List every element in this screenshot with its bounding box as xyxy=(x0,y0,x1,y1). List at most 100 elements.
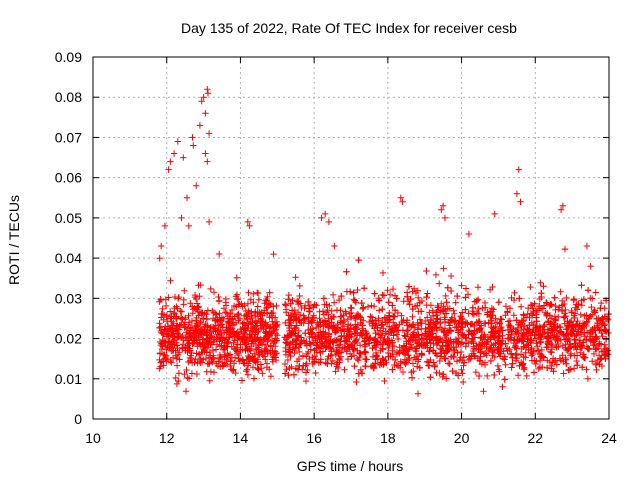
data-point xyxy=(425,321,433,328)
data-point xyxy=(584,345,591,352)
data-point xyxy=(189,310,196,317)
data-point xyxy=(230,366,237,373)
data-point xyxy=(462,306,469,313)
data-point xyxy=(416,364,423,371)
data-point xyxy=(341,366,348,373)
data-point xyxy=(250,357,258,364)
data-point xyxy=(172,347,179,354)
data-point xyxy=(163,313,170,321)
data-point xyxy=(243,367,250,375)
data-point xyxy=(241,302,248,309)
data-point xyxy=(241,312,248,319)
x-tick-label: 16 xyxy=(306,430,322,446)
data-point xyxy=(270,351,278,358)
data-point xyxy=(181,287,188,294)
data-point xyxy=(405,338,412,345)
data-point xyxy=(195,303,202,310)
data-point xyxy=(385,312,393,319)
data-point xyxy=(340,326,348,334)
data-point xyxy=(157,296,165,304)
data-point xyxy=(246,222,253,230)
data-point xyxy=(182,388,190,395)
data-point xyxy=(317,322,324,329)
x-tick-label: 10 xyxy=(85,430,101,446)
data-point xyxy=(168,359,175,366)
data-point xyxy=(513,345,520,352)
data-point xyxy=(368,314,376,321)
data-point xyxy=(327,337,334,344)
data-point xyxy=(366,335,373,342)
data-point xyxy=(213,311,220,318)
data-point xyxy=(444,284,451,291)
data-point xyxy=(481,359,489,366)
data-point xyxy=(196,122,204,129)
data-point xyxy=(355,256,362,264)
data-point xyxy=(381,314,389,321)
data-point xyxy=(184,374,191,381)
data-point xyxy=(242,326,249,333)
data-point xyxy=(156,350,164,357)
data-point xyxy=(336,355,343,363)
data-point xyxy=(399,198,406,205)
data-point xyxy=(442,355,449,362)
data-point xyxy=(217,335,224,342)
data-point xyxy=(171,304,178,312)
data-point xyxy=(514,337,521,344)
data-point xyxy=(265,333,272,341)
data-point xyxy=(505,335,513,343)
data-point xyxy=(286,341,293,348)
data-point xyxy=(362,341,369,348)
data-point xyxy=(198,98,205,105)
data-point xyxy=(171,293,179,301)
data-point xyxy=(158,329,165,336)
data-point xyxy=(346,350,354,357)
data-point xyxy=(581,312,588,320)
data-point xyxy=(250,375,258,382)
data-point xyxy=(545,338,553,345)
data-point xyxy=(173,342,180,349)
data-point xyxy=(530,308,537,316)
data-point xyxy=(307,340,315,348)
x-axis-label: GPS time / hours xyxy=(297,458,404,474)
data-point xyxy=(206,329,213,336)
data-point xyxy=(544,364,551,372)
data-point xyxy=(524,336,531,343)
data-point xyxy=(297,340,305,347)
data-point xyxy=(274,332,281,339)
data-point xyxy=(188,333,195,340)
data-point xyxy=(520,311,527,318)
data-point xyxy=(368,302,375,309)
data-point xyxy=(574,362,581,369)
data-point xyxy=(391,313,398,320)
data-point xyxy=(221,329,228,336)
data-point xyxy=(517,198,524,205)
data-point xyxy=(536,350,544,358)
data-point xyxy=(475,305,482,313)
data-point xyxy=(362,362,369,370)
data-point xyxy=(261,307,268,314)
data-point xyxy=(227,329,235,336)
data-point xyxy=(207,285,214,293)
data-point xyxy=(567,366,574,373)
data-point xyxy=(299,353,307,360)
data-point xyxy=(176,356,183,363)
data-point xyxy=(584,318,591,325)
data-point xyxy=(265,301,272,308)
data-point xyxy=(441,214,449,222)
data-point xyxy=(342,308,349,315)
data-point xyxy=(424,290,431,297)
data-point xyxy=(353,336,360,343)
data-point xyxy=(508,364,515,371)
data-point xyxy=(204,338,211,346)
data-point xyxy=(159,305,166,313)
data-point xyxy=(583,242,591,250)
data-point xyxy=(342,344,349,351)
data-point xyxy=(194,343,201,350)
data-point xyxy=(329,291,337,299)
data-point xyxy=(409,331,416,338)
data-point xyxy=(158,345,166,353)
data-point xyxy=(252,317,259,324)
data-point xyxy=(253,326,260,333)
data-point xyxy=(318,214,325,222)
data-point xyxy=(226,329,234,337)
